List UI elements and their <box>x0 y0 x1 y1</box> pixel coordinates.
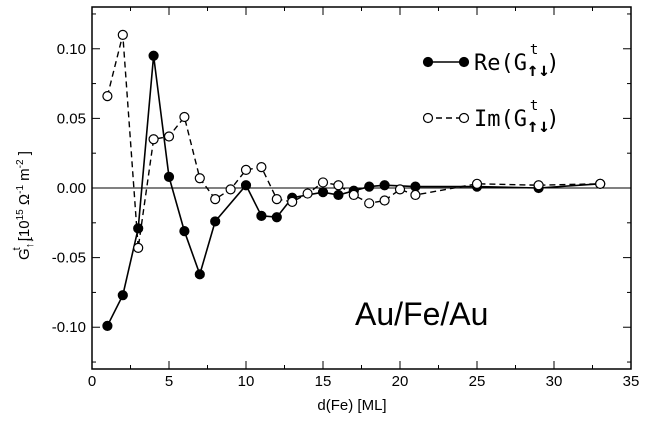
series-re-point <box>240 180 252 191</box>
series-re-point <box>256 210 267 221</box>
series-im-point <box>471 178 483 189</box>
y-tick-label: 0.05 <box>57 110 86 127</box>
legend-im-marker-right <box>458 112 470 124</box>
legend-im-marker-left <box>422 112 434 124</box>
series-re-point <box>194 269 205 280</box>
series-re-point <box>379 180 390 191</box>
series-re-point <box>148 50 159 61</box>
series-im-point <box>394 184 406 195</box>
y-axis-superscript: t <box>11 247 23 250</box>
plot-area: 0 5 10 15 20 25 30 35 -0.10 -0.05 0.00 0.05 0.10 <box>52 6 640 390</box>
legend-re-prefix: Re(G <box>474 51 527 76</box>
x-tick-label: 5 <box>165 373 173 390</box>
series-re-point <box>102 320 113 331</box>
series-re-point <box>117 290 128 301</box>
legend-re-suffix: ) <box>546 51 559 76</box>
series-im-point <box>379 195 390 206</box>
series-im-point <box>302 188 313 199</box>
series-im-point <box>179 111 190 123</box>
x-tick-label: 15 <box>315 373 332 390</box>
x-tick-label: 25 <box>469 373 486 390</box>
y-axis-unit-exp2: -1 <box>15 185 26 194</box>
series-re-point <box>410 181 421 192</box>
x-axis-title: d(Fe) [ML] <box>317 397 386 414</box>
series-im-point <box>194 173 205 184</box>
y-axis-symbol: G <box>16 248 33 260</box>
series-re-point <box>271 212 282 223</box>
legend-re-marker-right <box>458 56 470 68</box>
y-axis-unit-ohm: Ω <box>16 194 33 209</box>
series-im-point <box>240 164 252 175</box>
x-tick-label: 10 <box>238 373 255 390</box>
y-axis-unit-prefix: [10 <box>16 220 33 241</box>
legend-re-label: Re(G↑↓t) <box>474 42 560 81</box>
series-re-point <box>364 181 375 192</box>
legend-im-suffix: ) <box>546 107 559 132</box>
series-im-point <box>410 189 421 201</box>
series-re-point <box>317 187 329 198</box>
series-im-point <box>148 134 159 145</box>
annotation-label: Au/Fe/Au <box>355 296 488 332</box>
legend-im-sup: t <box>530 98 538 114</box>
series-re-point <box>133 223 144 234</box>
series-im-point <box>364 198 375 209</box>
x-tick-label: 30 <box>546 373 563 390</box>
series-im-point <box>348 189 359 201</box>
series-im-point <box>210 194 221 205</box>
series-im-point <box>133 242 144 253</box>
series-re-point <box>179 226 190 237</box>
y-axis-unit-exp3: -2 <box>15 159 26 168</box>
legend-re-sup: t <box>530 42 538 58</box>
series-im-point <box>595 178 606 189</box>
y-axis-title: G↑↓t [1015 Ω-1 m-2 ] <box>11 151 36 260</box>
series-re-point <box>210 216 221 227</box>
series-re-point <box>333 189 344 201</box>
y-axis-unit-suffix: ] <box>16 151 33 159</box>
y-axis-subscript: ↑↓ <box>24 237 36 248</box>
series-im-point <box>287 196 298 208</box>
legend-re-sub: ↑↓ <box>527 59 550 81</box>
legend: Re(G↑↓t) Im(G↑↓t) <box>422 42 560 137</box>
series-im-point <box>317 177 329 188</box>
y-tick-label: -0.10 <box>52 319 86 336</box>
y-tick-label: -0.05 <box>52 250 86 267</box>
x-tick-label: 35 <box>623 373 640 390</box>
series-im-point <box>271 194 282 205</box>
x-tick-label: 0 <box>88 373 96 390</box>
legend-re-marker-left <box>422 56 434 68</box>
series-im-point <box>256 162 267 173</box>
legend-im-sub: ↑↓ <box>527 115 550 137</box>
series-im-point <box>225 184 236 195</box>
series-im-point <box>533 180 544 191</box>
series-im-point <box>102 91 113 102</box>
y-tick-label: 0.00 <box>57 180 86 197</box>
y-axis-unit-m: m <box>16 168 33 185</box>
series-im-point <box>163 131 175 142</box>
series-re-point <box>163 171 175 182</box>
x-tick-label: 20 <box>392 373 409 390</box>
legend-im-label: Im(G↑↓t) <box>474 98 560 137</box>
series-im-point <box>333 180 344 191</box>
legend-im-prefix: Im(G <box>474 107 527 132</box>
y-tick-label: 0.10 <box>57 41 86 58</box>
series-im-point <box>117 29 128 40</box>
y-axis-unit-exp1: 15 <box>15 209 26 221</box>
